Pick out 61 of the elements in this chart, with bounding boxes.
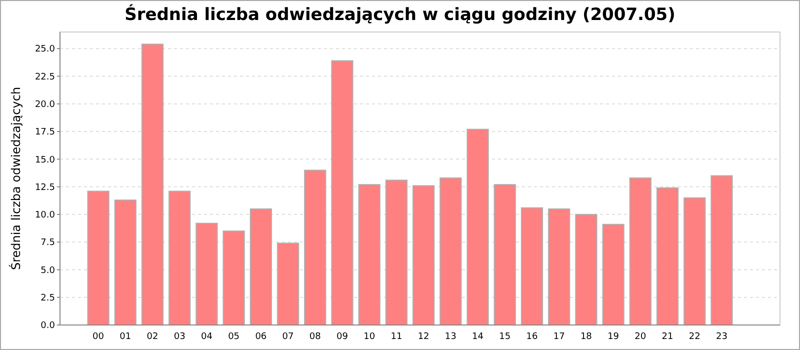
x-tick-label: 02 xyxy=(146,332,158,342)
bar xyxy=(385,180,408,326)
bar xyxy=(710,175,733,326)
bar xyxy=(494,184,516,326)
x-tick-label: 15 xyxy=(499,332,511,342)
y-tick-label: 25.0 xyxy=(34,44,56,55)
x-tick-label: 13 xyxy=(444,332,456,342)
x-tick-label: 11 xyxy=(390,332,402,342)
bar xyxy=(331,60,354,326)
y-tick-label: 17.5 xyxy=(34,128,55,138)
bar xyxy=(141,44,164,326)
bar xyxy=(276,242,300,326)
y-tick-label: 2.5 xyxy=(40,294,55,304)
x-tick-label: 09 xyxy=(336,332,348,342)
x-tick-label: 18 xyxy=(580,332,592,342)
y-tick-label: 22.5 xyxy=(34,72,55,82)
x-tick-label: 20 xyxy=(634,332,646,342)
y-tick-label: 10.0 xyxy=(34,210,56,221)
x-tick-label: 12 xyxy=(418,332,430,342)
bar xyxy=(602,224,624,326)
y-tick-label: 5.0 xyxy=(40,266,56,276)
x-tick-label: 03 xyxy=(174,332,186,342)
bar xyxy=(250,208,272,326)
x-tick-label: 10 xyxy=(364,332,376,342)
bar xyxy=(168,190,191,326)
bar xyxy=(114,200,136,326)
x-tick-label: 04 xyxy=(200,332,213,342)
bar xyxy=(196,222,218,326)
bar xyxy=(412,185,435,326)
y-tick-label: 20.0 xyxy=(34,100,56,110)
x-tick-label: 16 xyxy=(526,332,538,342)
x-tick-label: 01 xyxy=(120,332,132,342)
bar xyxy=(87,190,110,326)
x-tick-label: 14 xyxy=(472,332,484,342)
bar xyxy=(684,197,706,326)
x-tick-label: 06 xyxy=(255,332,267,342)
bar xyxy=(575,214,598,326)
x-tick-label: 22 xyxy=(688,332,700,342)
bar xyxy=(466,128,489,326)
x-tick-label: 08 xyxy=(309,332,322,342)
x-tick-label: 07 xyxy=(282,332,294,342)
y-axis-title: Średnia liczba odwiedzających xyxy=(8,86,23,270)
bar xyxy=(304,170,326,326)
bar xyxy=(440,177,462,326)
x-tick-label: 17 xyxy=(553,332,565,342)
y-tick-label: 12.5 xyxy=(34,182,55,193)
bar xyxy=(520,207,544,326)
bar xyxy=(358,184,380,326)
bar xyxy=(629,177,652,326)
y-tick-label: 0.0 xyxy=(40,321,56,332)
y-tick-label: 7.5 xyxy=(40,238,55,248)
bar xyxy=(656,187,679,326)
x-tick-label: 21 xyxy=(662,332,674,342)
bar xyxy=(548,208,570,326)
x-tick-label: 23 xyxy=(716,332,728,342)
x-tick-label: 19 xyxy=(608,332,620,342)
bar xyxy=(222,230,245,326)
x-tick-label: 05 xyxy=(228,332,240,342)
y-tick-label: 15.0 xyxy=(34,155,56,166)
chart-title: Średnia liczba odwiedzających w ciągu godziny (2007.05) xyxy=(124,4,676,25)
x-tick-label: 00 xyxy=(92,332,104,342)
